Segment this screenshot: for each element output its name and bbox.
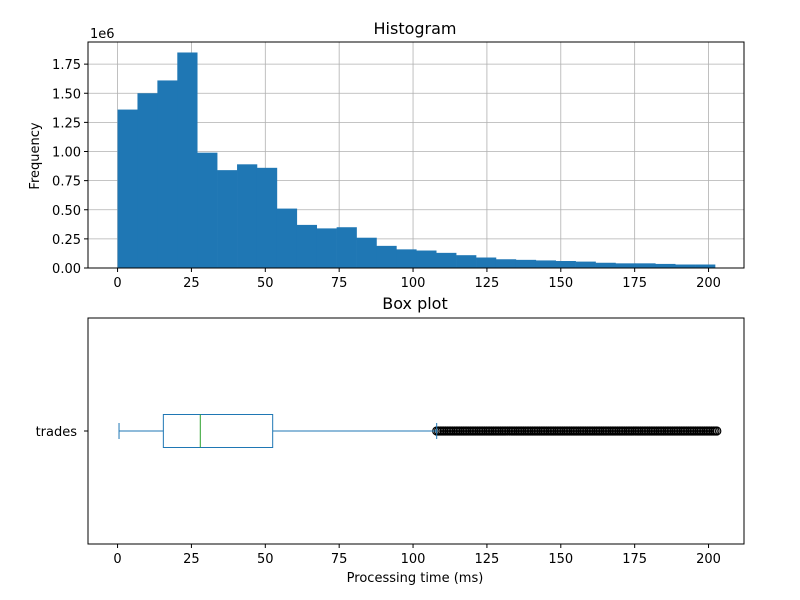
histogram-x-tick-label: 25 <box>183 276 200 291</box>
histogram-x-tick-label: 100 <box>401 276 426 291</box>
histogram-bar <box>576 262 596 268</box>
histogram-bar <box>337 227 357 268</box>
boxplot-x-tick-label: 100 <box>401 552 426 567</box>
histogram-bar <box>476 258 496 268</box>
boxplot-x-tick-label: 150 <box>548 552 573 567</box>
histogram-x-tick-label: 50 <box>257 276 274 291</box>
histogram-bar <box>237 164 257 268</box>
boxplot-x-tick-label: 200 <box>696 552 721 567</box>
histogram-bar <box>257 168 277 268</box>
boxplot-x-tick-label: 175 <box>622 552 647 567</box>
histogram-bars <box>118 52 716 268</box>
histogram-bar <box>615 263 635 268</box>
histogram-x-tick-label: 200 <box>696 276 721 291</box>
histogram-x-tick-label: 150 <box>548 276 573 291</box>
boxplot-category-label: trades <box>36 425 78 440</box>
histogram-bar <box>536 260 556 268</box>
histogram-x-ticks: 0 25 50 75 100 125 150 175 200 <box>113 268 721 291</box>
boxplot-x-ticks: 0 25 50 75 100 125 150 175 200 <box>113 544 721 567</box>
histogram-y-tick-label: 1.50 <box>52 87 81 102</box>
histogram-bar <box>556 261 576 268</box>
histogram-y-tick-label: 0.00 <box>52 262 81 277</box>
boxplot-x-tick-label: 0 <box>113 552 121 567</box>
boxplot-x-tick-label: 125 <box>475 552 500 567</box>
histogram-x-tick-label: 125 <box>475 276 500 291</box>
histogram-bar <box>357 238 377 268</box>
histogram-bar <box>516 260 536 268</box>
histogram-bar <box>675 265 695 268</box>
histogram-y-tick-label: 1.75 <box>52 58 81 73</box>
histogram-bar <box>217 170 237 268</box>
boxplot-title: Box plot <box>382 294 448 313</box>
histogram-bar <box>436 253 456 268</box>
boxplot-x-tick-label: 50 <box>257 552 274 567</box>
histogram-y-offset-label: 1e6 <box>90 27 115 42</box>
histogram-bar <box>416 251 436 268</box>
boxplot-panel: Box plot trades 0 25 50 75 100 125 150 175 200 P… <box>36 294 744 586</box>
histogram-bar <box>396 249 416 268</box>
histogram-panel: Histogram 1e6 Frequency 0 25 50 75 100 125 150… <box>28 19 744 291</box>
boxplot-x-axis-label: Processing time (ms) <box>347 571 484 586</box>
histogram-bar <box>596 263 616 268</box>
histogram-title: Histogram <box>374 19 457 38</box>
boxplot-x-tick-label: 75 <box>331 552 348 567</box>
histogram-bar <box>655 264 675 268</box>
histogram-bar <box>695 265 715 268</box>
histogram-bar <box>177 52 197 268</box>
histogram-bar <box>376 246 396 268</box>
histogram-y-tick-label: 1.25 <box>52 116 81 131</box>
histogram-bar <box>157 80 177 268</box>
histogram-bar <box>297 225 317 268</box>
histogram-bar <box>496 259 516 268</box>
histogram-y-ticks: 0.00 0.25 0.50 0.75 1.00 1.25 1.50 1.75 <box>52 58 88 277</box>
histogram-bar <box>456 255 476 268</box>
histogram-bar <box>137 93 157 268</box>
histogram-y-tick-label: 0.25 <box>52 233 81 248</box>
histogram-bar <box>197 153 217 268</box>
histogram-bar <box>277 209 297 268</box>
histogram-x-tick-label: 75 <box>331 276 348 291</box>
boxplot-box <box>163 415 272 448</box>
histogram-y-tick-label: 1.00 <box>52 146 81 161</box>
histogram-bar <box>317 228 337 268</box>
histogram-y-axis-label: Frequency <box>28 122 43 189</box>
histogram-bar <box>635 263 655 268</box>
boxplot-marks <box>119 415 721 448</box>
boxplot-x-tick-label: 25 <box>183 552 200 567</box>
histogram-x-tick-label: 175 <box>622 276 647 291</box>
histogram-x-tick-label: 0 <box>113 276 121 291</box>
histogram-y-tick-label: 0.50 <box>52 204 81 219</box>
histogram-y-tick-label: 0.75 <box>52 175 81 190</box>
histogram-bar <box>118 110 138 268</box>
